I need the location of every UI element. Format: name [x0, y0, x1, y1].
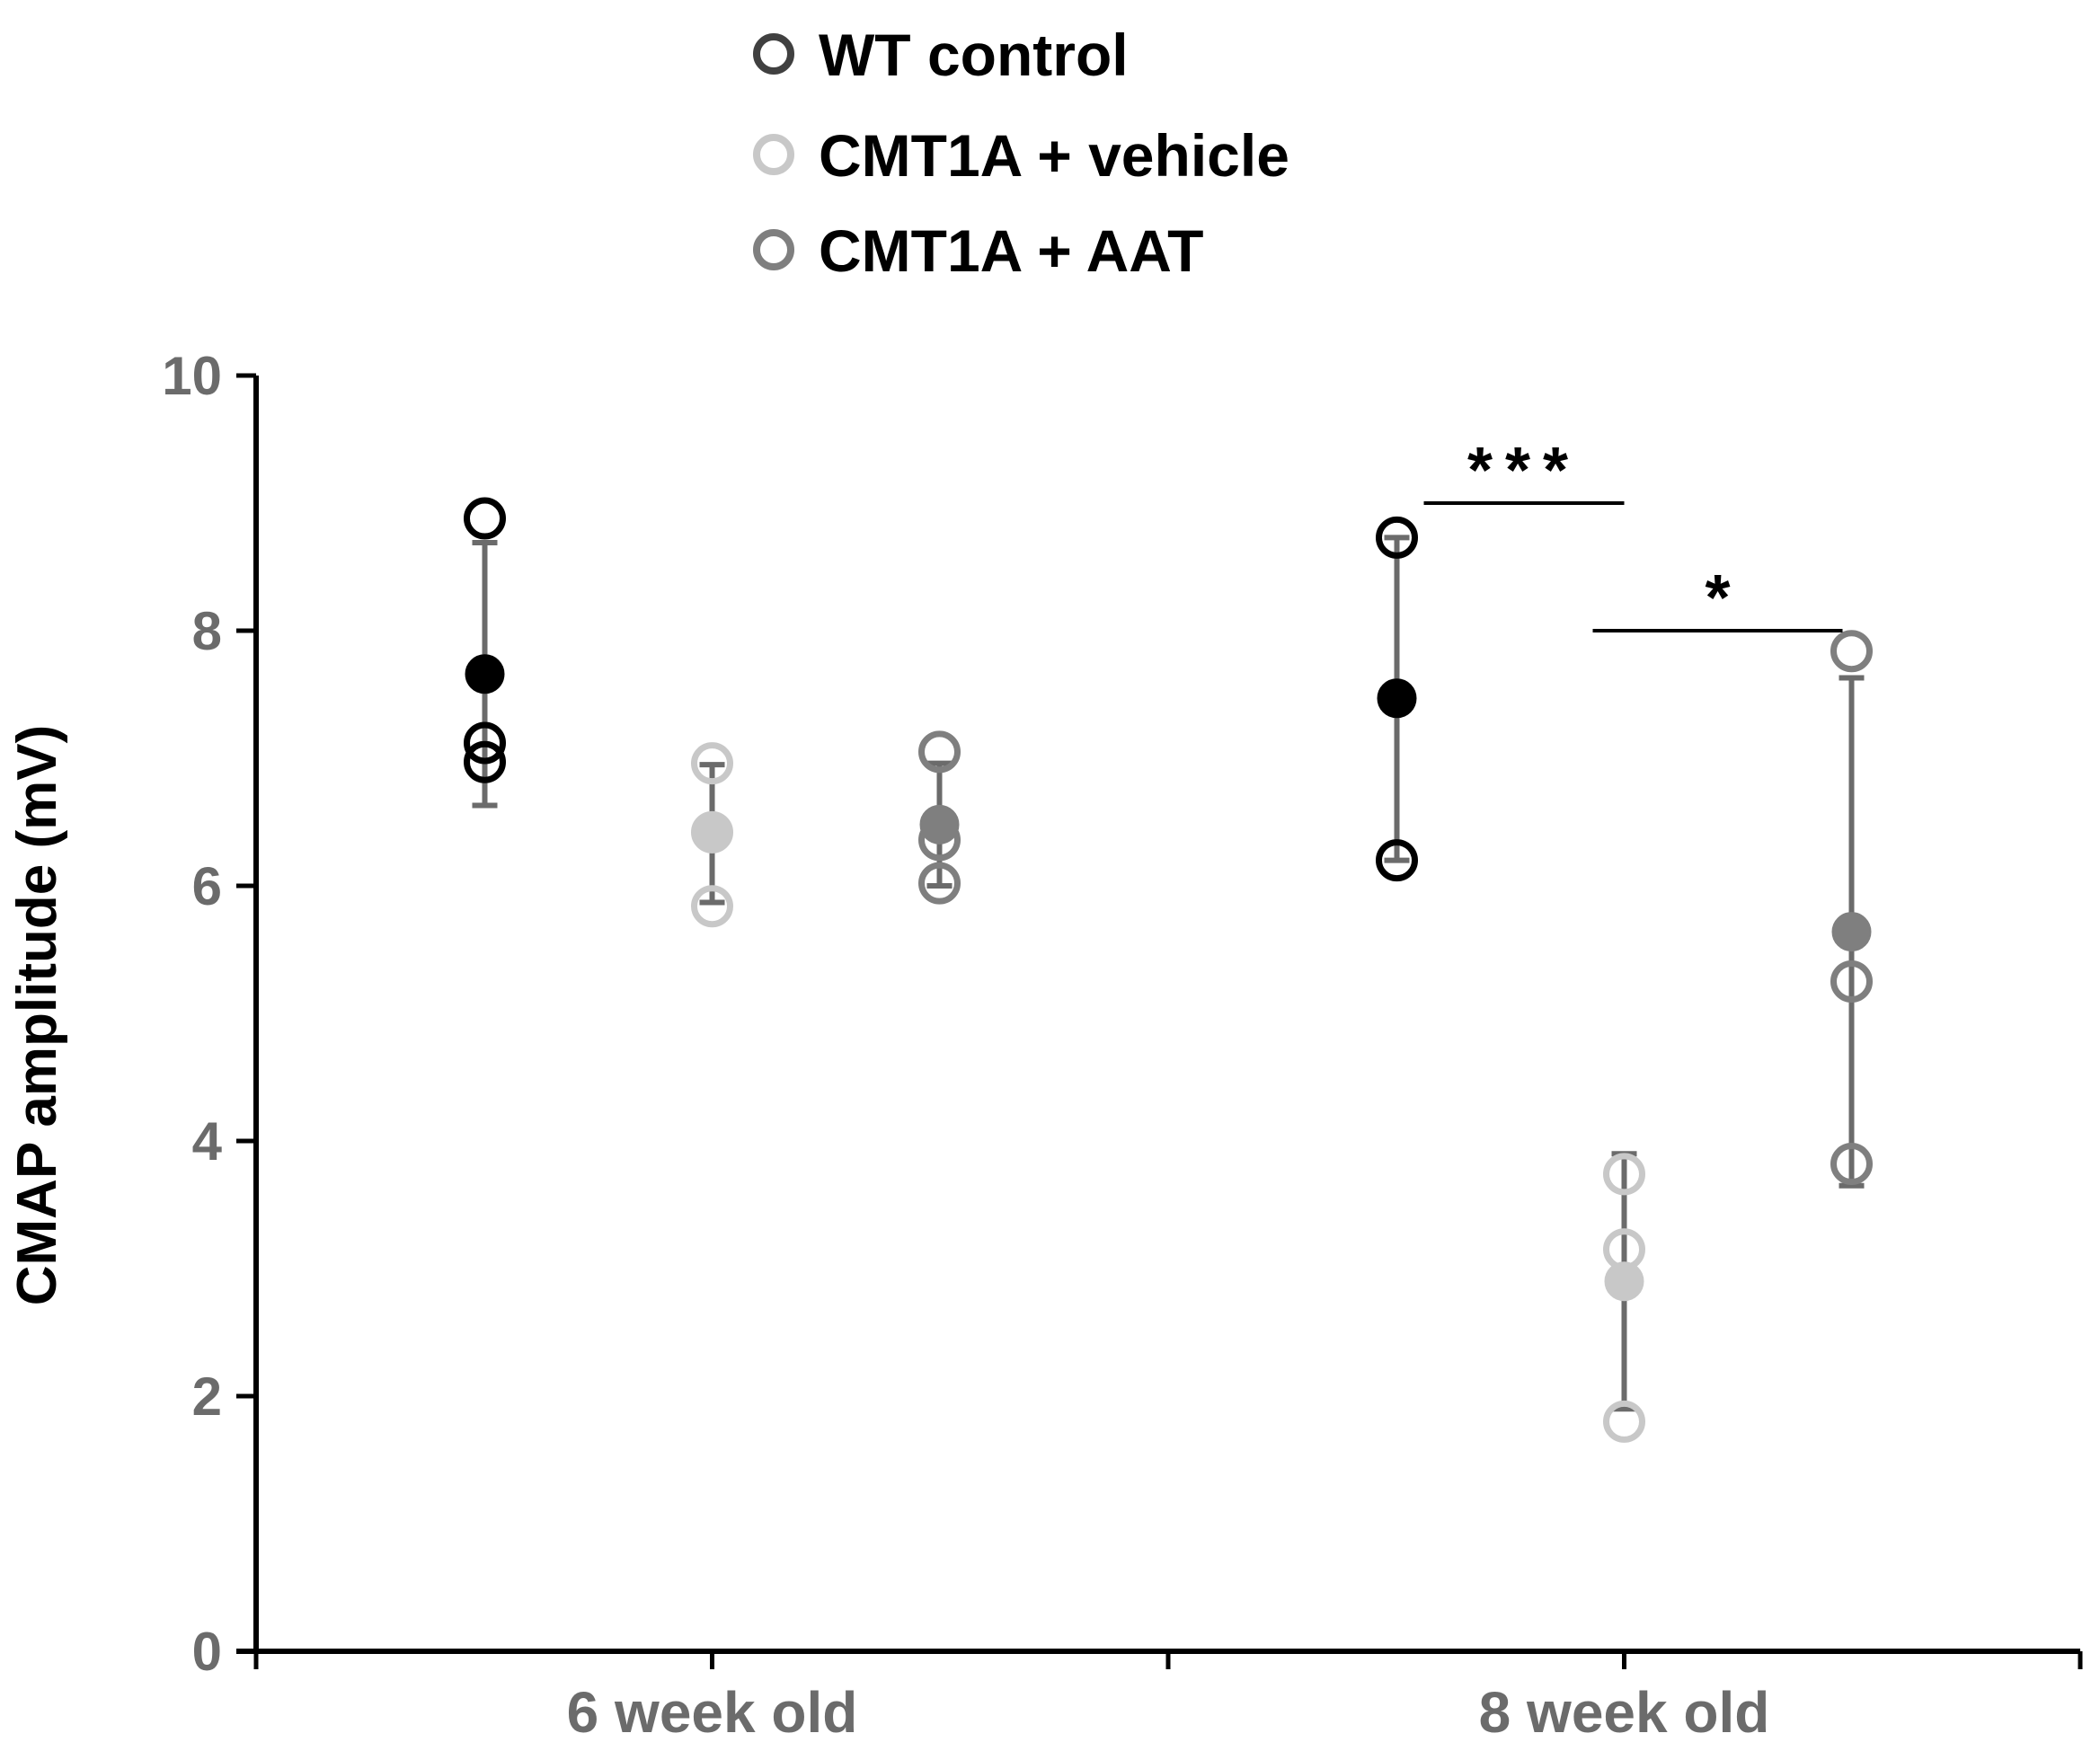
- data-group: [1376, 516, 1418, 882]
- y-tick-label: 4: [192, 1111, 223, 1172]
- y-tick-label: 2: [192, 1366, 222, 1427]
- legend-marker: [753, 33, 794, 75]
- legend-marker: [753, 229, 794, 270]
- y-tick-label: 8: [192, 601, 222, 661]
- data-point: [1830, 1143, 1873, 1186]
- mean-marker: [919, 804, 960, 845]
- chart-marks: [464, 497, 1873, 1443]
- mean-marker: [1831, 912, 1872, 952]
- data-point: [691, 742, 733, 785]
- mean-marker: [465, 654, 505, 694]
- significance-label: ***: [1467, 435, 1581, 507]
- significance-label: *: [1705, 562, 1730, 634]
- data-group: [691, 742, 733, 928]
- data-point: [1376, 516, 1418, 559]
- legend-label: CMT1A + vehicle: [819, 122, 1289, 189]
- data-point: [464, 721, 506, 765]
- data-group: [1603, 1151, 1645, 1443]
- significance-annotations: ****: [1423, 435, 1843, 634]
- legend-label: WT control: [819, 22, 1129, 88]
- legend-marker: [753, 134, 794, 175]
- y-tick-label: 0: [192, 1622, 222, 1682]
- y-tick-label: 6: [192, 856, 222, 916]
- data-point: [1376, 839, 1418, 882]
- y-axis-title: CMAP amplitude (mV): [6, 725, 68, 1305]
- data-point: [1603, 1153, 1645, 1196]
- data-point: [464, 497, 506, 540]
- chart-axes: 0 2 4 6 8 10 6 week old 8 week old: [162, 346, 2083, 1745]
- data-point: [918, 730, 961, 774]
- data-group: [1830, 630, 1873, 1189]
- data-group: [464, 497, 506, 809]
- mean-marker: [692, 813, 732, 853]
- chart-legend: WT control CMT1A + vehicle CMT1A + AAT: [753, 22, 1289, 284]
- mean-marker: [1604, 1261, 1644, 1302]
- mean-marker: [1377, 678, 1417, 719]
- x-category-label: 8 week old: [1479, 1680, 1770, 1745]
- data-point: [691, 885, 733, 928]
- y-tick-label: 10: [162, 346, 222, 406]
- legend-label: CMT1A + AAT: [819, 217, 1203, 284]
- data-point: [1603, 1400, 1645, 1443]
- data-point: [1830, 630, 1873, 673]
- data-point: [464, 740, 506, 783]
- data-point: [1830, 960, 1873, 1003]
- x-category-label: 6 week old: [567, 1680, 858, 1745]
- data-group: [918, 730, 961, 905]
- data-point: [918, 862, 961, 905]
